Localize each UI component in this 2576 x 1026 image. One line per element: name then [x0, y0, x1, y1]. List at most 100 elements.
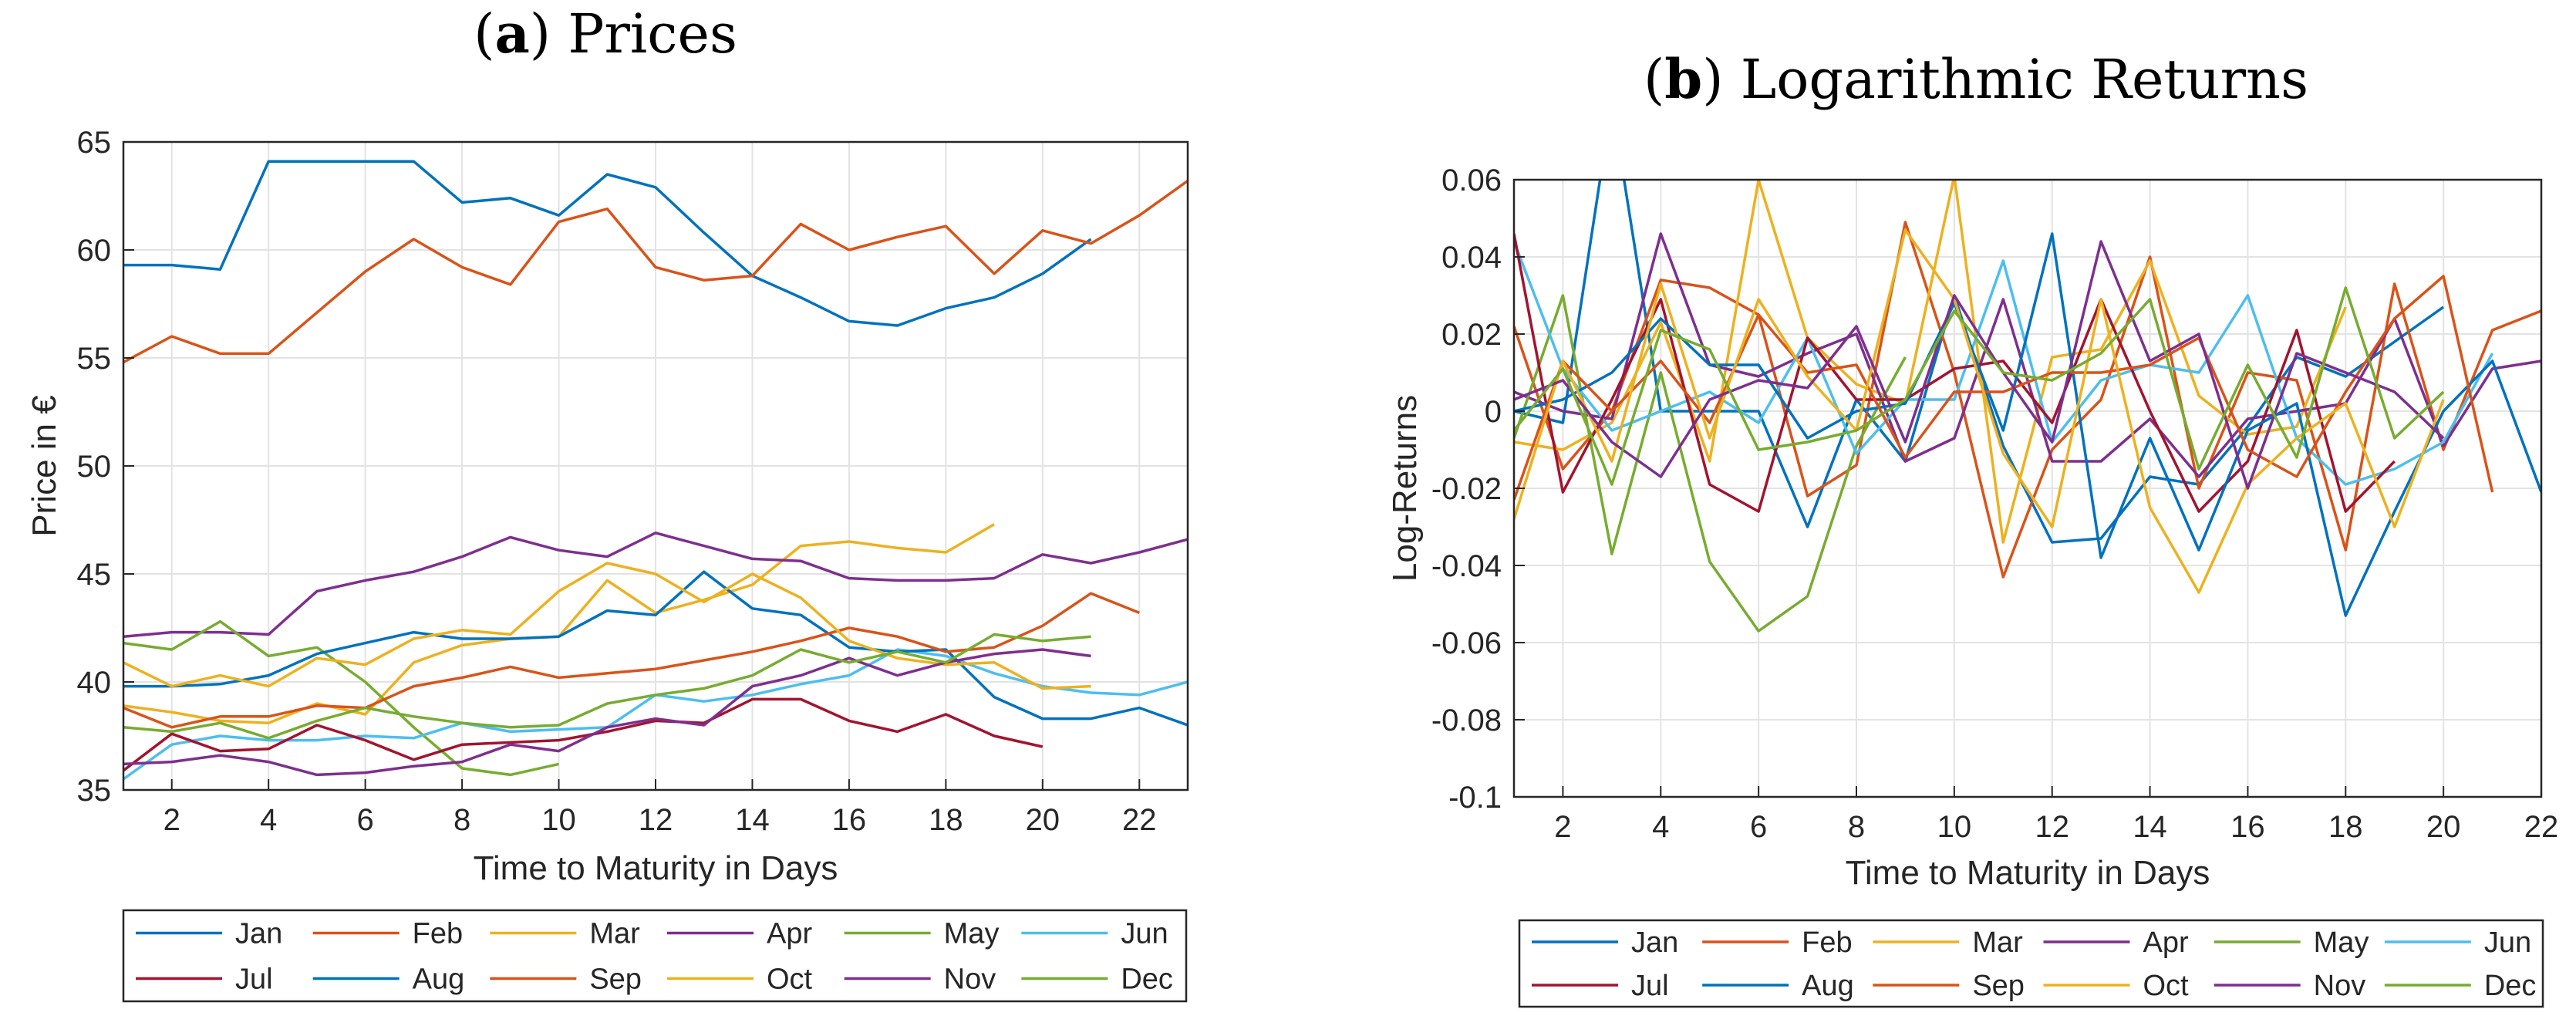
- panel-b-legend-label-feb: Feb: [1802, 926, 1852, 959]
- panel-b-series-aug: [1514, 232, 2541, 617]
- panel-b-legend-label-aug: Aug: [1802, 970, 1854, 1002]
- panel-a-series-feb: [123, 179, 1188, 364]
- panel-b-x-tick-label: 14: [2133, 810, 2167, 844]
- panel-a-x-tick-label: 16: [832, 803, 867, 837]
- panel-a-legend-label-oct: Oct: [767, 964, 813, 996]
- panel-b-y-tick-label: 0.06: [1441, 164, 1502, 197]
- panel-a-legend-label-feb: Feb: [413, 918, 463, 950]
- panel-b-x-tick-label: 20: [2426, 810, 2461, 844]
- panel-b-x-tick-label: 16: [2230, 810, 2265, 844]
- panel-a-series-may: [123, 619, 559, 777]
- panel-b-legend-label-dec: Dec: [2484, 970, 2537, 1002]
- panel-a-legend-label-nov: Nov: [944, 964, 996, 996]
- panel-b-legend-label-sep: Sep: [1972, 970, 2025, 1002]
- panel-b-y-tick-label: -0.08: [1431, 704, 1502, 737]
- panel-b-x-tick-label: 4: [1652, 810, 1669, 844]
- panel-b-y-tick-label: -0.04: [1431, 549, 1502, 583]
- panel-a-legend: Jan Feb Mar Apr May Jun Jul Aug Sep Oct Nov Dec: [122, 909, 1188, 1003]
- panel-a-legend-label-jun: Jun: [1121, 918, 1168, 950]
- panel-a-x-tick-label: 4: [260, 803, 277, 837]
- panel-a-y-tick-label: 45: [77, 558, 112, 592]
- panel-b-series-dec: [1514, 286, 2445, 486]
- panel-a-series-aug: [123, 570, 1188, 727]
- panel-b-legend-label-apr: Apr: [2143, 926, 2189, 959]
- panel-b-y-tick-label: -0.02: [1431, 472, 1502, 506]
- panel-a-x-tick-label: 18: [929, 803, 963, 837]
- panel-a-legend-label-may: May: [944, 918, 1000, 950]
- panel-a-y-tick-label: 65: [77, 126, 112, 160]
- panel-a-x-tick-label: 14: [735, 803, 770, 837]
- panel-b-y-tick-label: 0: [1485, 395, 1502, 429]
- panel-b-x-ticks: 2 4 6 8 10 12 14 16 18 20 22: [1554, 786, 2558, 844]
- panel-b-series-nov: [1514, 240, 2445, 490]
- panel-b-title: (b) Logarithmic Returns: [1644, 47, 2308, 111]
- panel-b-legend-label-jun: Jun: [2484, 926, 2531, 959]
- panel-b-series-sep: [1514, 275, 2494, 501]
- panel-b-legend-label-oct: Oct: [2143, 970, 2190, 1002]
- panel-b-x-tick-label: 8: [1848, 810, 1865, 844]
- panel-b-y-ticks: -0.1 -0.08 -0.06 -0.04 -0.02 0 0.02 0.04 0.06: [1431, 164, 1525, 815]
- panel-b-series-feb: [1514, 221, 2541, 579]
- panel-a-y-tick-label: 40: [77, 666, 112, 700]
- panel-a-legend-box: [122, 909, 1188, 1003]
- panel-b-x-tick-label: 6: [1750, 810, 1767, 844]
- panel-b-series-jul: [1514, 233, 2396, 513]
- panel-b-series: [1514, 180, 2541, 633]
- panel-a-legend-label-mar: Mar: [589, 918, 640, 950]
- panel-b-x-tick-label: 10: [1937, 810, 1972, 844]
- panel-b-series-mar: [1514, 180, 2347, 544]
- panel-a-y-tick-label: 50: [77, 450, 112, 484]
- panel-a-x-axis-label: Time to Maturity in Days: [474, 849, 838, 887]
- panel-a-legend-label-aug: Aug: [413, 964, 465, 996]
- panel-b-x-tick-label: 12: [2035, 810, 2069, 844]
- panel-a-series-nov: [123, 648, 1091, 777]
- panel-b-legend: Jan Feb Mar Apr May Jun Jul Aug Sep Oct Nov Dec: [1518, 919, 2544, 1008]
- panel-a-x-tick-label: 12: [639, 803, 673, 837]
- panel-b-series-jun: [1514, 241, 2494, 486]
- panel-a-prices: (a) Prices 2 4 6 8 10 12 14 16 18 20 22 35 40 45 50 55…: [25, 2, 1189, 1003]
- panel-a-x-tick-label: 10: [541, 803, 576, 837]
- panel-b-y-tick-label: -0.06: [1431, 626, 1502, 660]
- panel-b-legend-label-jan: Jan: [1631, 926, 1678, 959]
- panel-a-series-jul: [123, 697, 1044, 772]
- panel-a-x-tick-label: 2: [164, 803, 180, 837]
- panel-a-x-tick-label: 6: [357, 803, 374, 837]
- panel-a-legend-label-apr: Apr: [767, 918, 812, 950]
- panel-b-log-returns: (b) Logarithmic Returns 2 4 6 8 10 12 14 16 18 20…: [1386, 47, 2558, 1008]
- panel-b-legend-label-jul: Jul: [1631, 970, 1669, 1002]
- panel-a-series-dec: [123, 633, 1091, 740]
- panel-b-letter: b: [1664, 47, 1702, 111]
- panel-b-legend-label-nov: Nov: [2314, 970, 2366, 1002]
- panel-b-x-tick-label: 18: [2328, 810, 2363, 844]
- panel-a-x-ticks: 2 4 6 8 10 12 14 16 18 20 22: [164, 779, 1157, 837]
- panel-a-y-tick-label: 35: [77, 774, 112, 808]
- panel-a-series-apr: [123, 532, 1188, 638]
- panel-a-legend-label-sep: Sep: [589, 964, 642, 996]
- panel-a-y-ticks: 35 40 45 50 55 60 65: [77, 126, 134, 808]
- panel-a-x-tick-label: 8: [453, 803, 470, 837]
- panel-b-x-tick-label: 22: [2524, 810, 2559, 844]
- panel-b-legend-label-mar: Mar: [1972, 926, 2023, 959]
- panel-b-series-oct: [1514, 228, 2445, 594]
- panel-a-y-tick-label: 60: [77, 234, 112, 268]
- panel-b-y-tick-label: -0.1: [1448, 781, 1502, 815]
- panel-b-series-may: [1514, 294, 1907, 633]
- panel-a-legend-label-jul: Jul: [235, 964, 273, 996]
- panel-a-y-axis-label: Price in €: [25, 395, 63, 536]
- panel-a-legend-label-dec: Dec: [1121, 964, 1173, 996]
- panel-a-title-text: Prices: [568, 2, 737, 66]
- panel-a-series-oct: [123, 562, 1091, 690]
- panel-b-y-tick-label: 0.02: [1441, 318, 1502, 352]
- panel-a-series-jan: [123, 160, 1092, 327]
- panel-b-y-axis-label: Log-Returns: [1386, 395, 1424, 582]
- panel-a-letter: a: [494, 2, 529, 66]
- panel-a-title: (a) Prices: [474, 2, 737, 66]
- panel-b-title-text: Logarithmic Returns: [1741, 48, 2308, 111]
- panel-b-legend-label-may: May: [2314, 926, 2369, 959]
- panel-a-legend-label-jan: Jan: [235, 918, 282, 950]
- panel-b-y-tick-label: 0.04: [1441, 241, 1502, 275]
- panel-a-x-tick-label: 20: [1026, 803, 1060, 837]
- panel-a-y-tick-label: 55: [77, 342, 112, 376]
- panel-b-x-tick-label: 2: [1554, 810, 1571, 844]
